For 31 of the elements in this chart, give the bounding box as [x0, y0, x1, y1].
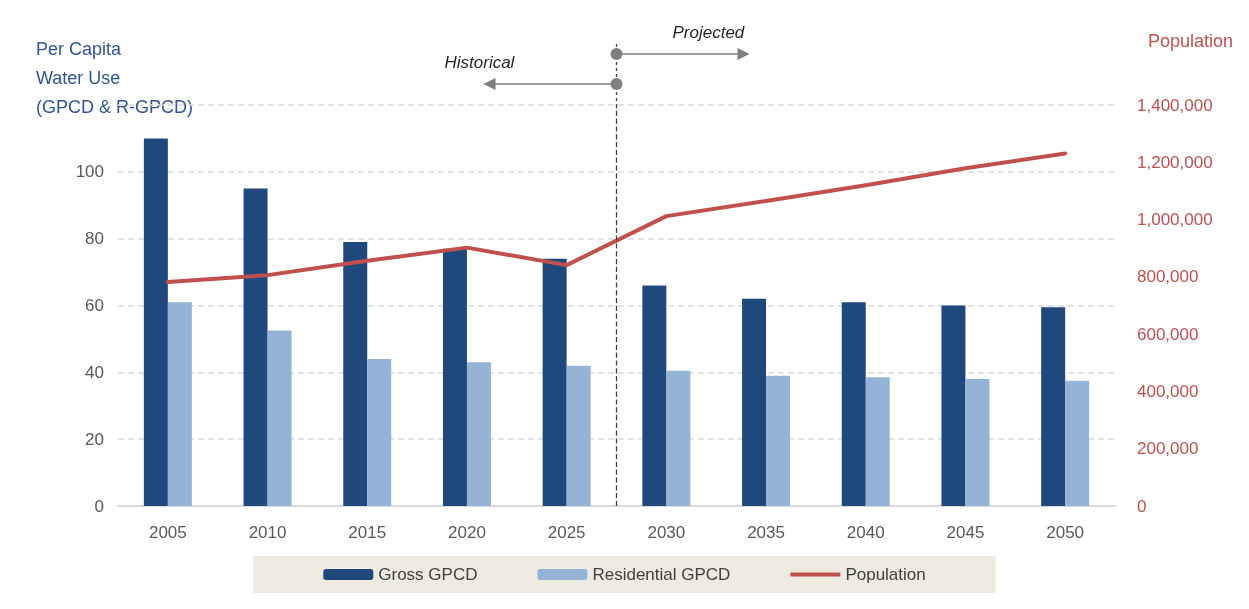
y2-tick-label: 1,200,000: [1137, 152, 1213, 172]
x-tick-label: 2030: [647, 523, 686, 542]
legend-label: Gross GPCD: [378, 565, 478, 584]
x-tick-label: 2045: [946, 523, 985, 542]
x-tick-label: 2015: [348, 523, 387, 542]
text: Projected: [672, 23, 745, 42]
y-tick-label: 80: [85, 229, 104, 249]
x-tick-label: 2010: [248, 523, 287, 542]
y-axis-title: Per Capita Water Use (GPCD & R-GPCD): [36, 38, 193, 117]
y2-tick-label: 1,000,000: [1137, 210, 1213, 230]
x-tick-label: 2035: [747, 523, 785, 542]
x-tick-label: 2020: [448, 523, 486, 542]
x-tick-label: 2025: [547, 523, 586, 542]
text: Historical: [444, 53, 516, 72]
y2-tick-label: 200,000: [1137, 439, 1199, 459]
y2-tick-label: 1,400,000: [1137, 95, 1213, 115]
y2-tick-label: 800,000: [1137, 267, 1199, 287]
x-tick-label: 2040: [846, 523, 885, 542]
y-tick-label: 40: [85, 362, 104, 382]
y2-tick-label: 0: [1137, 496, 1147, 516]
y2-tick-label: 400,000: [1137, 381, 1199, 401]
y-tick-label: 60: [85, 296, 104, 315]
x-tick-label: 2005: [148, 523, 187, 542]
legend-label: Population: [845, 565, 926, 584]
y-tick-label: 100: [75, 162, 104, 182]
y-tick-label: 20: [85, 429, 104, 449]
y2-axis-title: Population: [1147, 31, 1234, 51]
legend-label: Residential GPCD: [592, 565, 731, 584]
x-tick-label: 2050: [1046, 523, 1085, 542]
y2-tick-label: 600,000: [1137, 324, 1199, 344]
y-tick-label: 0: [94, 496, 104, 516]
